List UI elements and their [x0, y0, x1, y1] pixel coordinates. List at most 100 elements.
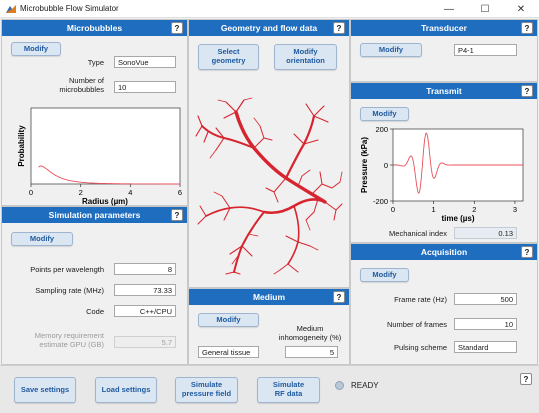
bubble-type-field[interactable]: SonoVue	[114, 56, 176, 68]
select-geometry-button[interactable]: Select geometry	[198, 44, 259, 70]
vessel-branch	[223, 99, 245, 119]
simulate-rf-data-button[interactable]: Simulate RF data	[257, 377, 320, 403]
vessel-branch	[279, 235, 311, 273]
modify-orientation-button[interactable]: Modify orientation	[274, 44, 337, 70]
mechanical-index-label: Mechanical index	[389, 229, 447, 238]
vessel-branch	[205, 206, 265, 217]
code-label: Code	[86, 307, 104, 316]
transducer-header: Transducer	[351, 20, 537, 36]
simulate-pressure-field-button[interactable]: Simulate pressure field	[175, 377, 238, 403]
modify-orientation-line2: orientation	[286, 56, 325, 65]
select-geometry-line2: geometry	[211, 56, 246, 65]
pulsing-scheme-label: Pulsing scheme	[394, 343, 447, 352]
pulse-ytick-label: -200	[373, 197, 388, 206]
inhomogeneity-label-line1: Medium	[296, 324, 324, 333]
medium-modify-button[interactable]: Modify	[198, 313, 259, 327]
geometry-header: Geometry and flow data	[189, 20, 349, 36]
microbubbles-modify-button[interactable]: Modify	[11, 42, 61, 56]
vessel-branch	[233, 211, 265, 273]
simulate-pressure-line2: pressure field	[181, 389, 232, 398]
medium-panel: Medium ? Modify Medium inhomogeneity (%)…	[188, 288, 350, 365]
frame-count-label: Number of frames	[386, 320, 447, 329]
pulse-xtick-label: 3	[513, 205, 517, 214]
pulse-ytick-label: 200	[375, 125, 388, 134]
vessel-branch	[253, 125, 287, 203]
close-button[interactable]: ✕	[516, 3, 526, 15]
bubble-count-label: Number of microbubbles	[42, 76, 104, 94]
frame-rate-label: Frame rate (Hz)	[394, 295, 447, 304]
medium-header: Medium	[189, 289, 349, 305]
transmit-pulse-plot: 200 0 -200 0 1 2 3 time (µs) Pressure (k…	[360, 125, 524, 223]
inhomogeneity-field[interactable]: 5	[285, 346, 338, 358]
microbubbles-panel: Microbubbles ? Modify Type SonoVue Numbe…	[1, 19, 188, 206]
bubble-count-label-line1: Number of	[68, 76, 104, 85]
simulation-panel: Simulation parameters ? Modify Points pe…	[1, 206, 188, 365]
modify-orientation-line1: Modify	[293, 47, 318, 57]
transmit-help-button[interactable]: ?	[521, 85, 533, 97]
load-settings-button[interactable]: Load settings	[95, 377, 157, 403]
memory-label-line1: Memory requirement	[34, 331, 104, 340]
pulse-waveform-line	[393, 132, 523, 194]
memory-field: 5.7	[114, 336, 176, 348]
ppw-field[interactable]: 8	[114, 263, 176, 275]
vessel-branch	[253, 117, 343, 275]
vessel-tree	[195, 97, 343, 275]
size-xtick-label: 0	[29, 188, 33, 197]
save-settings-button[interactable]: Save settings	[14, 377, 76, 403]
acquisition-help-button[interactable]: ?	[521, 246, 533, 258]
size-distribution-plot: 0 2 4 6 Radius (µm) Probability	[17, 107, 182, 206]
bubble-count-label-line2: microbubbles	[59, 84, 104, 94]
pulse-xtick-label: 0	[391, 205, 395, 214]
transducer-help-button[interactable]: ?	[521, 22, 533, 34]
acquisition-title: Acquisition	[420, 247, 468, 257]
acquisition-modify-button[interactable]: Modify	[360, 268, 409, 282]
size-yaxis-label: Probability	[17, 125, 26, 167]
pulse-xtick-label: 1	[432, 205, 436, 214]
vessel-branch	[293, 103, 329, 145]
maximize-button[interactable]: ☐	[480, 3, 490, 15]
code-field[interactable]: C++/CPU	[114, 305, 176, 317]
microbubbles-help-button[interactable]: ?	[171, 22, 183, 34]
vessel-tree-render	[195, 97, 343, 275]
simulate-pressure-line1: Simulate	[190, 380, 223, 390]
transducer-field[interactable]: P4-1	[454, 44, 517, 56]
pulse-xaxis-label: time (µs)	[441, 214, 474, 223]
bottom-toolbar: Save settings Load settings Simulate pres…	[0, 365, 539, 413]
vessel-branch	[297, 171, 341, 195]
simulation-modify-button[interactable]: Modify	[11, 232, 73, 246]
bubble-count-field[interactable]: 10	[114, 81, 176, 93]
vessel-branch	[305, 198, 343, 221]
microbubbles-header: Microbubbles	[2, 20, 187, 36]
status-text: READY	[351, 381, 379, 390]
tissue-field[interactable]: General tissue	[198, 346, 259, 358]
simulate-rf-line1: Simulate	[272, 380, 305, 390]
transmit-header: Transmit	[351, 83, 537, 99]
bubble-type-label: Type	[87, 58, 104, 67]
transducer-title: Transducer	[421, 23, 467, 33]
transmit-title: Transmit	[426, 86, 462, 96]
acquisition-panel: Acquisition ? Modify Frame rate (Hz) 500…	[350, 243, 538, 365]
medium-help-button[interactable]: ?	[333, 291, 345, 303]
ppw-label: Points per wavelength	[30, 265, 104, 274]
microbubbles-title: Microbubbles	[66, 23, 123, 33]
geometry-help-button[interactable]: ?	[333, 22, 345, 34]
vessel-branch	[284, 114, 316, 180]
size-xtick-label: 2	[79, 188, 83, 197]
size-xtick-label: 4	[128, 188, 132, 197]
transducer-modify-button[interactable]: Modify	[360, 43, 422, 57]
pulsing-scheme-field[interactable]: Standard	[454, 341, 517, 353]
transmit-modify-button[interactable]: Modify	[360, 107, 409, 121]
size-xaxis-label: Radius (µm)	[82, 197, 128, 206]
vessel-branch	[197, 195, 231, 225]
main-help-button[interactable]: ?	[520, 373, 532, 385]
memory-label: Memory requirement estimate GPU (GB)	[6, 331, 104, 349]
simulation-help-button[interactable]: ?	[171, 209, 183, 221]
frame-count-field[interactable]: 10	[454, 318, 517, 330]
sampling-rate-field[interactable]: 73.33	[114, 284, 176, 296]
select-geometry-line1: Select	[217, 47, 240, 57]
minimize-button[interactable]: —	[444, 3, 454, 15]
geometry-panel: Geometry and flow data ? Select geometry …	[188, 19, 350, 288]
frame-rate-field[interactable]: 500	[454, 293, 517, 305]
transducer-panel: Transducer ? Modify P4-1	[350, 19, 538, 82]
vessel-branch	[234, 110, 327, 204]
